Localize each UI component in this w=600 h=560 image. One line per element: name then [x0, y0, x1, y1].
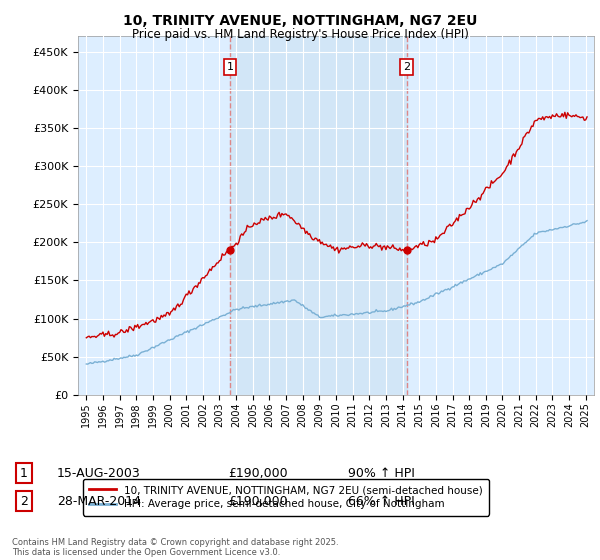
- Text: 2: 2: [403, 62, 410, 72]
- Text: 10, TRINITY AVENUE, NOTTINGHAM, NG7 2EU: 10, TRINITY AVENUE, NOTTINGHAM, NG7 2EU: [123, 14, 477, 28]
- Text: 90% ↑ HPI: 90% ↑ HPI: [348, 466, 415, 480]
- Text: 1: 1: [20, 466, 28, 480]
- Text: 66% ↑ HPI: 66% ↑ HPI: [348, 494, 415, 508]
- Text: 1: 1: [226, 62, 233, 72]
- Text: £190,000: £190,000: [228, 494, 287, 508]
- Text: Contains HM Land Registry data © Crown copyright and database right 2025.
This d: Contains HM Land Registry data © Crown c…: [12, 538, 338, 557]
- Text: 15-AUG-2003: 15-AUG-2003: [57, 466, 141, 480]
- Text: 2: 2: [20, 494, 28, 508]
- Bar: [230, 36, 407, 395]
- Text: Price paid vs. HM Land Registry's House Price Index (HPI): Price paid vs. HM Land Registry's House …: [131, 28, 469, 41]
- Text: £190,000: £190,000: [228, 466, 287, 480]
- Text: 28-MAR-2014: 28-MAR-2014: [57, 494, 141, 508]
- Legend: 10, TRINITY AVENUE, NOTTINGHAM, NG7 2EU (semi-detached house), HPI: Average pric: 10, TRINITY AVENUE, NOTTINGHAM, NG7 2EU …: [83, 479, 489, 516]
